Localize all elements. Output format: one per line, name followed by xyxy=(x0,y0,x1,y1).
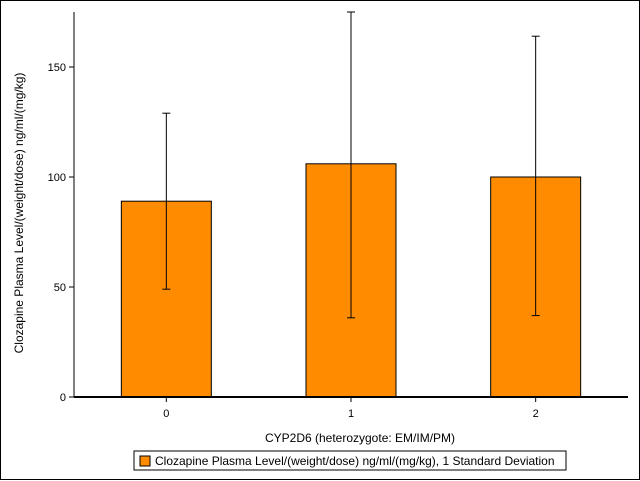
legend-label: Clozapine Plasma Level/(weight/dose) ng/… xyxy=(155,454,555,468)
legend-swatch xyxy=(139,455,151,467)
legend-frame xyxy=(133,450,567,471)
y-tick-label-150: 150 xyxy=(48,62,66,74)
y-tick-label-100: 100 xyxy=(48,172,66,184)
x-tick-label-2: 2 xyxy=(533,408,539,420)
x-tick-label-1: 1 xyxy=(348,408,354,420)
axes-group: 0 50 100 150 0 1 2 xyxy=(48,12,628,420)
y-axis-title: Clozapine Plasma Level/(weight/dose) ng/… xyxy=(12,73,26,354)
x-tick-label-0: 0 xyxy=(163,408,169,420)
legend: Clozapine Plasma Level/(weight/dose) ng/… xyxy=(133,450,567,471)
error-bars-group xyxy=(162,11,540,319)
y-tick-label-50: 50 xyxy=(54,282,66,294)
y-tick-label-0: 0 xyxy=(60,392,66,404)
x-axis-title: CYP2D6 (heterozygote: EM/IM/PM) xyxy=(265,431,455,445)
